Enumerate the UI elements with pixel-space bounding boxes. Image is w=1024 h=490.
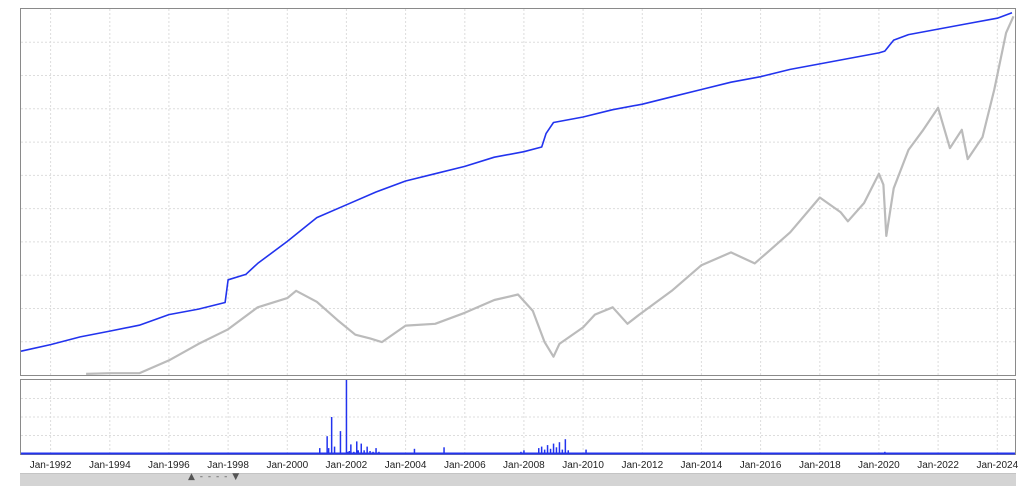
main-series <box>20 11 1015 375</box>
lower-bar <box>375 448 377 454</box>
lower-bars <box>21 380 1015 455</box>
lower-bar <box>552 443 555 454</box>
lower-bar <box>356 441 358 454</box>
x-tick-label: Jan-2024 <box>976 460 1018 471</box>
lower-bar <box>555 447 558 454</box>
lower-bar <box>520 451 522 454</box>
lower-bar <box>546 445 549 454</box>
lower-bar <box>363 450 365 454</box>
lower-bar <box>558 442 561 454</box>
lower-bar <box>585 449 587 454</box>
x-tick-label: Jan-2020 <box>858 460 900 471</box>
x-tick-label: Jan-2002 <box>326 460 368 471</box>
x-axis: Jan-1992 Jan-1994 Jan-1996 Jan-1998 Jan-2000… <box>30 460 1019 471</box>
x-tick-label: Jan-1994 <box>89 460 131 471</box>
lower-bar <box>345 380 348 454</box>
lower-bar <box>353 451 355 454</box>
x-tick-label: Jan-2004 <box>385 460 427 471</box>
x-tick-label: Jan-2016 <box>740 460 782 471</box>
lower-bar <box>372 451 374 454</box>
series-line-grey <box>86 15 1015 375</box>
lower-bar <box>884 451 886 454</box>
lower-bar <box>326 436 328 454</box>
scrollbar-arrow-icon[interactable]: ▲ - - - - ▼ <box>188 472 241 482</box>
lower-bar <box>413 448 416 454</box>
lower-grid <box>21 380 1015 454</box>
lower-bar <box>543 449 546 454</box>
lower-bar <box>523 450 525 454</box>
lower-bar <box>339 431 342 454</box>
main-plot-frame <box>20 8 1016 376</box>
main-grid <box>21 9 1015 375</box>
lower-bar <box>327 448 330 454</box>
x-tick-label: Jan-2010 <box>562 460 604 471</box>
lower-bar <box>564 439 567 454</box>
lower-bar <box>357 450 359 454</box>
x-tick-label: Jan-2008 <box>503 460 545 471</box>
lower-bar <box>366 446 368 454</box>
x-tick-label: Jan-1998 <box>207 460 249 471</box>
lower-bar <box>348 451 351 454</box>
x-tick-label: Jan-2022 <box>917 460 959 471</box>
x-tick-label: Jan-2012 <box>621 460 663 471</box>
x-tick-label: Jan-2006 <box>444 460 486 471</box>
x-tick-label: Jan-1996 <box>148 460 190 471</box>
lower-bar <box>347 451 349 454</box>
lower-bar <box>360 443 362 454</box>
lower-bar <box>319 448 321 454</box>
lower-bar <box>369 451 371 454</box>
lower-bar <box>378 451 380 454</box>
lower-bar <box>443 447 445 454</box>
x-tick-label: Jan-2018 <box>799 460 841 471</box>
lower-bar <box>561 449 564 454</box>
series-line-blue <box>20 11 1013 352</box>
lower-bar <box>330 417 333 454</box>
lower-bar <box>567 450 569 454</box>
lower-bar <box>540 446 543 454</box>
x-tick-label: Jan-2000 <box>266 460 308 471</box>
lower-bar <box>549 448 552 454</box>
x-tick-label: Jan-2014 <box>681 460 723 471</box>
lower-bar <box>333 446 336 454</box>
lower-bar <box>350 444 352 454</box>
lower-bar <box>538 448 540 454</box>
scrollbar[interactable]: ▲ - - - - ▼ <box>20 472 1016 486</box>
x-tick-label: Jan-1992 <box>30 460 72 471</box>
